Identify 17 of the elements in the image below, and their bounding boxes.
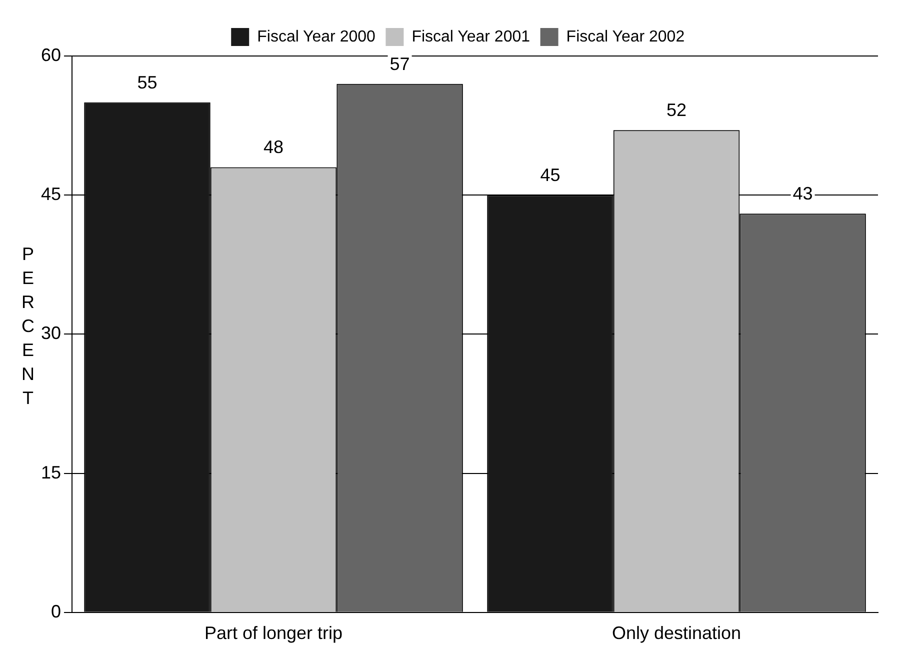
data-label: 43 (792, 184, 813, 204)
data-label: 57 (390, 54, 410, 74)
y-tick-label: 30 (40, 323, 62, 344)
y-tick-label: 45 (40, 184, 62, 204)
x-tick-label: Only destination (612, 623, 742, 644)
data-label: 48 (264, 137, 284, 158)
y-tick-label: 0 (51, 601, 62, 622)
data-label: 45 (540, 165, 560, 186)
legend-label: Fiscal Year 2001 (412, 28, 530, 46)
y-axis-title: PERCENT (17, 244, 38, 412)
legend-label: Fiscal Year 2000 (257, 28, 376, 46)
legend-label: Fiscal Year 2002 (566, 28, 685, 46)
y-tick-label: 60 (40, 44, 62, 65)
y-tick-label: 15 (40, 462, 62, 482)
data-label: 52 (666, 100, 687, 120)
x-tick-label: Part of longer trip (204, 623, 343, 644)
data-label: 55 (137, 72, 158, 92)
